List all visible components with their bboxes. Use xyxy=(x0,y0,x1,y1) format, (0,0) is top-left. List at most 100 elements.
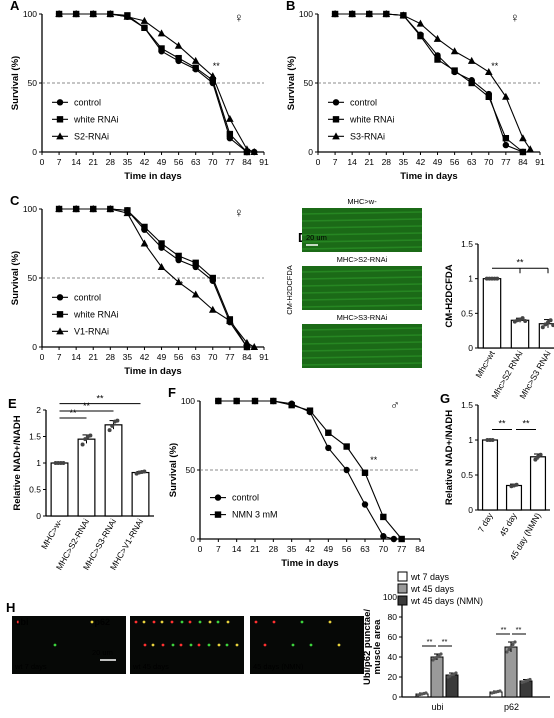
panel-d-y-axis-label: CM-H2DCFDA xyxy=(444,264,455,327)
panel-b-data-point xyxy=(451,67,458,74)
panel-h-data-point xyxy=(454,671,458,675)
panel-c-y-axis-label: Survival (%) xyxy=(10,251,21,305)
panel-g-y-tick-label: 0.5 xyxy=(461,470,473,480)
panel-c-x-tick-label: 42 xyxy=(140,352,150,362)
panel-h-punctum xyxy=(291,643,295,647)
panel-e-significance: ** xyxy=(96,394,104,404)
panel-e-significance: ** xyxy=(69,408,77,418)
panel-e-bar xyxy=(50,462,69,517)
panel-h-punctum xyxy=(170,620,174,624)
panel-b-legend-label: control xyxy=(350,97,377,107)
panel-d-fiber-stripe xyxy=(301,362,423,366)
panel-c-x-tick-label: 14 xyxy=(71,352,81,362)
panel-h-channel-label-ubi: ubi xyxy=(15,617,29,627)
panel-h-data-point xyxy=(511,642,515,647)
panel-b-x-tick-label: 7 xyxy=(333,157,338,167)
panel-h-y-tick-label: 20 xyxy=(388,672,398,682)
panel-d-fiber-stripe xyxy=(301,304,423,308)
panel-b-data-point xyxy=(502,141,510,149)
panel-h-punctum xyxy=(152,620,156,624)
panel-d-y-tick-label: 0.5 xyxy=(461,308,473,318)
panel-a-data-point xyxy=(157,29,166,37)
panel-h-letter: H xyxy=(6,600,15,615)
panel-h-punctum xyxy=(300,620,304,624)
panel-f-data-point xyxy=(270,397,277,405)
panel-b-x-tick-label: 56 xyxy=(450,157,460,167)
panel-h-punctum xyxy=(197,643,201,647)
panel-c-significance: ** xyxy=(176,280,184,290)
panel-c-legend-label: V1-RNAi xyxy=(74,326,109,336)
panel-g-category-label: 45 day xyxy=(497,510,519,538)
panel-d-fiber-stripe xyxy=(301,269,423,273)
panel-d-data-point xyxy=(551,323,554,328)
panel-f-legend-marker xyxy=(214,494,222,501)
panel-b-legend-marker xyxy=(332,132,340,140)
panel-d-fiber-stripe xyxy=(301,290,423,294)
panel-d-fiber-stripe xyxy=(301,327,423,331)
panel-d-category-label: Mhc>wt xyxy=(473,348,497,379)
panel-f-data-point xyxy=(361,501,369,508)
panel-h-category-label: p62 xyxy=(504,702,519,712)
panel-e-y-axis-label: Relative NAD+/NADH xyxy=(12,415,23,510)
panel-f-legend-marker xyxy=(214,511,222,518)
panel-f-y-tick-label: 0 xyxy=(190,534,195,544)
panel-h-punctum xyxy=(207,643,211,647)
panel-c-data-point xyxy=(174,278,183,286)
panel-c-legend-marker xyxy=(56,294,64,301)
panel-f-data-point xyxy=(325,444,332,452)
panel-b-letter: B xyxy=(286,0,295,13)
panel-b-x-tick-label: 28 xyxy=(382,157,392,167)
panel-e-bar xyxy=(77,438,96,517)
panel-h-legend-swatch xyxy=(397,595,408,606)
panel-d-fiber-stripe xyxy=(301,276,423,280)
panel-f-data-point xyxy=(233,397,240,405)
panel-d-bar xyxy=(482,278,502,349)
panel-f-x-tick-label: 14 xyxy=(232,544,242,554)
panel-c-x-tick-label: 56 xyxy=(174,352,184,362)
panel-h-y-tick-label: 80 xyxy=(388,612,398,622)
panel-h-bar xyxy=(430,656,444,698)
panel-e-letter: E xyxy=(8,396,17,411)
panel-g-bar xyxy=(505,484,523,511)
panel-h-punctum xyxy=(160,620,164,624)
panel-a-x-tick-label: 91 xyxy=(259,157,269,167)
panel-c-data-point xyxy=(123,209,132,217)
panel-e-bar xyxy=(131,471,150,517)
panel-a-y-tick-label: 50 xyxy=(28,78,38,88)
panel-h-significance: ** xyxy=(427,637,433,646)
panel-h-bar xyxy=(504,646,518,698)
panel-a-significance: ** xyxy=(213,61,221,71)
panel-a-y-tick-label: 0 xyxy=(32,147,37,157)
panel-a-legend-label: control xyxy=(74,97,101,107)
panel-h-significance: ** xyxy=(516,625,522,634)
panel-b-x-tick-label: 14 xyxy=(347,157,357,167)
panel-h-punctum xyxy=(216,620,220,624)
panel-a-x-tick-label: 21 xyxy=(88,157,98,167)
panel-h-data-point xyxy=(505,650,509,654)
panel-f-y-axis-label: Survival (%) xyxy=(168,443,179,497)
panel-d-fiber-stripe xyxy=(301,225,423,229)
panel-h-punctum xyxy=(180,620,184,624)
panel-e-data-point xyxy=(110,423,115,428)
panel-h-image-caption: 45 days (NMN) xyxy=(253,662,304,671)
panel-g-y-tick-label: 1 xyxy=(468,435,473,445)
panel-c-data-point xyxy=(72,205,80,212)
panel-h-punctum xyxy=(309,643,313,647)
panel-d-image-title: MHC>w- xyxy=(347,197,377,206)
panel-a-y-tick-label: 100 xyxy=(23,9,37,19)
panel-h-punctum xyxy=(179,643,183,647)
panel-a-x-tick-label: 28 xyxy=(106,157,116,167)
panel-c-data-point xyxy=(141,223,148,231)
panel-d-image-title: MHC>S2-RNAi xyxy=(337,255,388,264)
panel-f-x-tick-label: 49 xyxy=(324,544,334,554)
panel-a-x-tick-label: 63 xyxy=(191,157,201,167)
panel-c-data-point xyxy=(158,240,165,247)
panel-c-x-tick-label: 49 xyxy=(157,352,167,362)
panel-g-data-point xyxy=(538,452,543,457)
panel-h-legend-label: wt 45 days xyxy=(410,584,455,594)
panel-h-punctum xyxy=(208,620,212,624)
panel-c-legend-label: control xyxy=(74,292,101,302)
panel-c-data-point xyxy=(55,205,63,212)
panel-a-legend-marker xyxy=(56,116,64,123)
panel-a-data-point xyxy=(209,77,216,84)
